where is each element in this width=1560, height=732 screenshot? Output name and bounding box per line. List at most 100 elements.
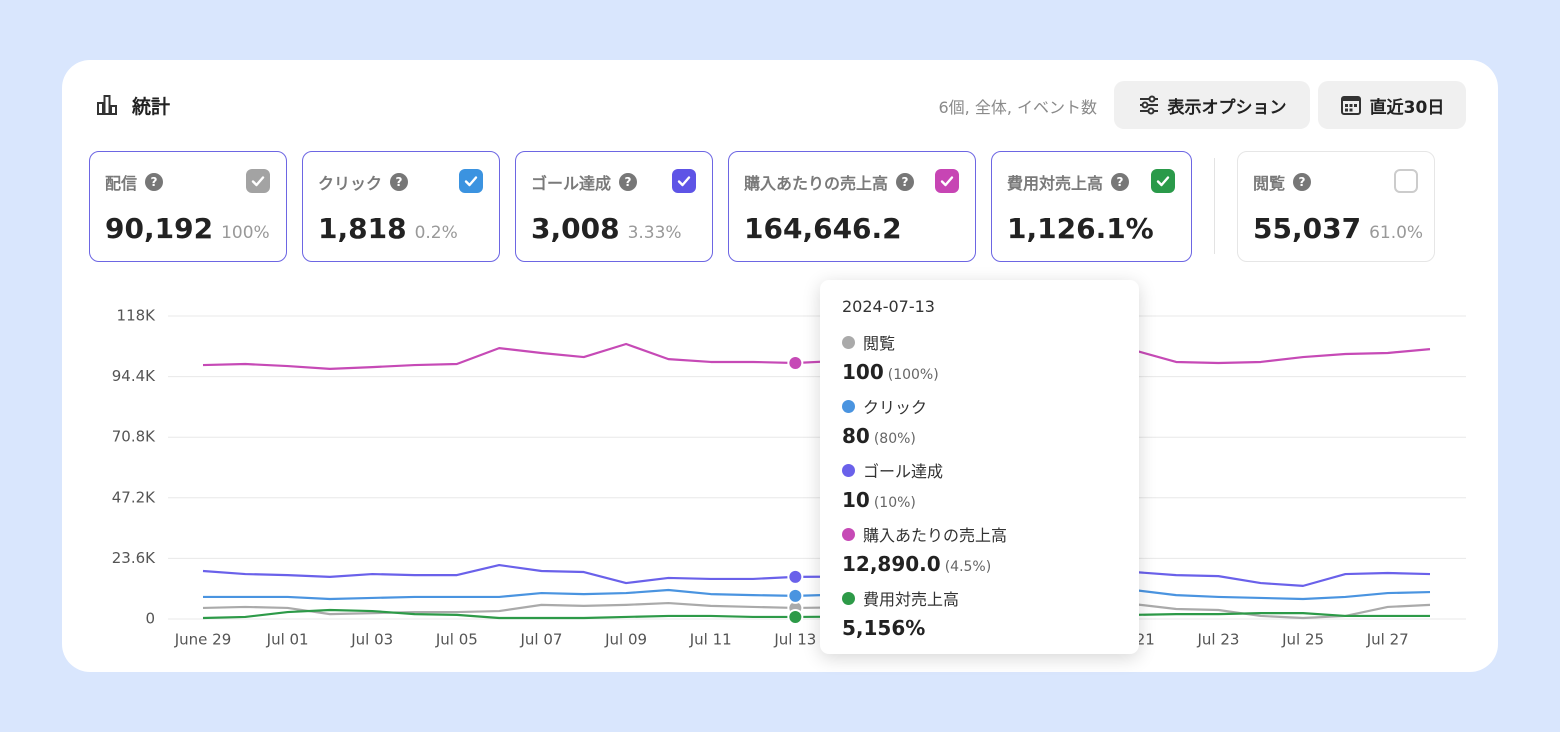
metric-card[interactable]: 閲覧? 55,037 61.0% — [1237, 151, 1435, 262]
tooltip-item: 閲覧 100 (100%) — [842, 330, 939, 384]
y-tick-label: 0 — [145, 610, 155, 628]
help-icon: ? — [619, 173, 638, 191]
x-tick-label: Jul 03 — [350, 631, 393, 649]
series-name: クリック — [863, 398, 928, 417]
y-tick-label: 94.4K — [112, 367, 156, 385]
metric-label: 配信 — [105, 174, 138, 193]
highlight-point — [787, 354, 804, 371]
metric-value: 164,646.2 — [744, 212, 902, 245]
tooltip-value: 10 — [842, 488, 870, 512]
series-name: 閲覧 — [863, 334, 896, 353]
metric-checkbox[interactable] — [672, 169, 696, 193]
metric-card[interactable]: 購入あたりの売上高? 164,646.2 — [728, 151, 976, 262]
check-mark — [464, 176, 478, 187]
check-mark — [1156, 176, 1170, 187]
metric-label-row: クリック? — [318, 170, 409, 194]
x-tick-label: Jul 09 — [604, 631, 647, 649]
metric-checkbox[interactable] — [1151, 169, 1175, 193]
x-tick-label: June 29 — [174, 631, 232, 649]
metric-label: 費用対売上高 — [1007, 174, 1104, 193]
tooltip-share: (80%) — [873, 431, 916, 447]
tooltip-item: ゴール達成 10 (10%) — [842, 458, 943, 512]
tooltip-date: 2024-07-13 — [842, 297, 935, 316]
button-label: 表示オプション — [1167, 97, 1287, 118]
date-range-button[interactable]: 直近30日 — [1318, 81, 1466, 129]
tooltip-item: クリック 80 (80%) — [842, 394, 927, 448]
series-line — [202, 342, 1431, 370]
check-mark — [251, 176, 265, 187]
x-tick-label: Jul 25 — [1281, 631, 1324, 649]
metric-share: 61.0% — [1369, 223, 1424, 243]
display-options-button[interactable]: 表示オプション — [1114, 81, 1310, 129]
x-tick-label: Jul 11 — [689, 631, 732, 649]
series-line — [202, 608, 1430, 620]
help-icon: ? — [896, 173, 915, 191]
metric-label-row: 費用対売上高? — [1007, 170, 1130, 194]
tooltip: 2024-07-13 閲覧 100 (100%) クリック 80 (80%) ゴール達成 10… — [820, 280, 1139, 654]
tooltip-value: 100 — [842, 360, 884, 384]
series-line — [202, 563, 1431, 587]
highlight-point — [787, 587, 804, 604]
tooltip-series: クリック — [842, 394, 927, 418]
divider — [1214, 158, 1215, 254]
tooltip-share: (100%) — [887, 367, 939, 383]
metric-value-row: 1,126.1% — [1007, 212, 1154, 245]
metric-value-row: 90,192 100% — [105, 212, 270, 245]
series-name: ゴール達成 — [863, 462, 944, 481]
metric-label: 閲覧 — [1253, 174, 1286, 193]
metric-checkbox[interactable] — [935, 169, 959, 193]
legend-dot — [842, 399, 855, 413]
tooltip-value-row: 80 (80%) — [842, 424, 927, 448]
help-icon: ? — [1293, 173, 1312, 191]
legend-dot — [842, 527, 855, 541]
button-label: 直近30日 — [1369, 97, 1445, 118]
tooltip-value-row: 5,156% — [842, 616, 959, 640]
metric-label-row: 配信? — [105, 170, 164, 194]
metric-share: 3.33% — [627, 223, 682, 243]
metric-card[interactable]: 配信? 90,192 100% — [89, 151, 287, 262]
metric-value: 1,126.1% — [1007, 212, 1154, 245]
sliders-icon — [1139, 95, 1158, 115]
metric-checkbox[interactable] — [1394, 169, 1418, 193]
tooltip-value-row: 100 (100%) — [842, 360, 939, 384]
metric-label: 購入あたりの売上高 — [744, 174, 889, 193]
metric-card[interactable]: 費用対売上高? 1,126.1% — [991, 151, 1192, 262]
check-mark — [940, 176, 954, 187]
legend-dot — [842, 335, 855, 349]
metric-value: 55,037 — [1253, 212, 1362, 245]
y-tick-label: 23.6K — [112, 549, 156, 567]
legend-dot — [842, 591, 855, 605]
x-tick-label: Jul 27 — [1366, 631, 1409, 649]
metric-value-row: 1,818 0.2% — [318, 212, 458, 245]
chart-icon — [97, 95, 117, 115]
metric-value: 3,008 — [531, 212, 620, 245]
metric-checkbox[interactable] — [459, 169, 483, 193]
metric-value: 1,818 — [318, 212, 407, 245]
help-icon: ? — [390, 173, 409, 191]
metric-share: 0.2% — [414, 223, 458, 243]
x-tick-label: Jul 07 — [520, 631, 563, 649]
metric-card[interactable]: クリック? 1,818 0.2% — [302, 151, 500, 262]
highlight-point — [787, 608, 804, 625]
tooltip-share: (4.5%) — [944, 559, 992, 575]
x-tick-label: Jul 23 — [1196, 631, 1239, 649]
tooltip-series: 費用対売上高 — [842, 586, 959, 610]
series-name: 購入あたりの売上高 — [863, 526, 1008, 545]
tooltip-value-row: 10 (10%) — [842, 488, 943, 512]
metric-value: 90,192 — [105, 212, 214, 245]
metric-value-row: 164,646.2 — [744, 212, 902, 245]
metric-label-row: ゴール達成? — [531, 170, 638, 194]
metric-value-row: 3,008 3.33% — [531, 212, 682, 245]
tooltip-item: 購入あたりの売上高 12,890.0 (4.5%) — [842, 522, 1007, 576]
metric-label: クリック — [318, 174, 383, 193]
metric-checkbox[interactable] — [246, 169, 270, 193]
tooltip-value-row: 12,890.0 (4.5%) — [842, 552, 1007, 576]
series-line — [202, 601, 1431, 620]
panel-title: 統計 — [132, 96, 171, 118]
metric-card[interactable]: ゴール達成? 3,008 3.33% — [515, 151, 713, 262]
metric-share: 100% — [221, 223, 270, 243]
x-tick-label: Jul 05 — [435, 631, 478, 649]
help-icon: ? — [145, 173, 164, 191]
